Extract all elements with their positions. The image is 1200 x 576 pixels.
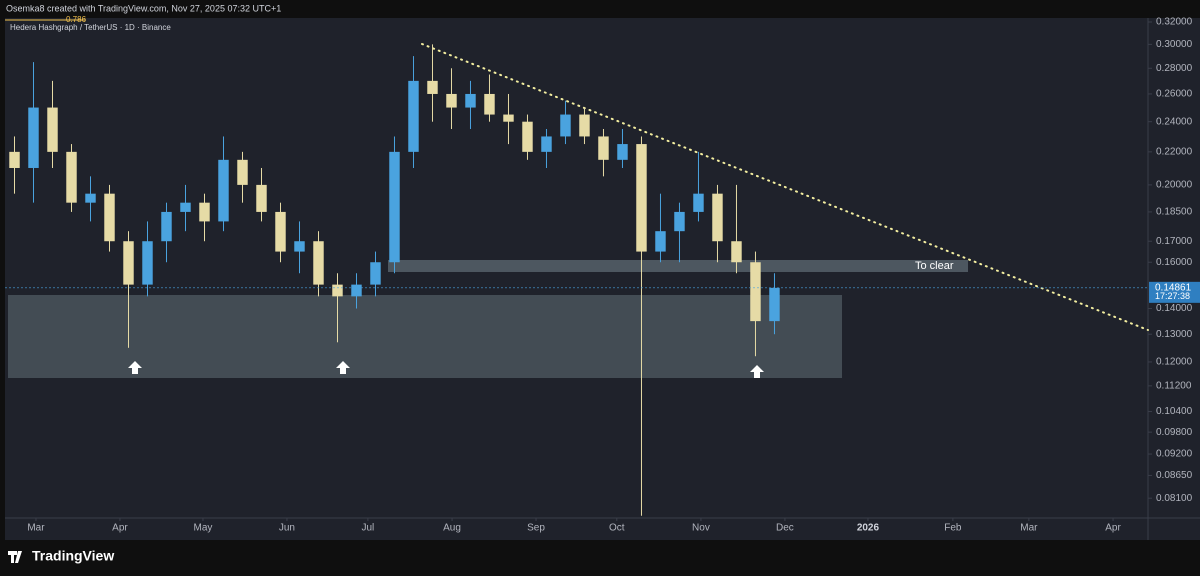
candle-body [598,136,609,160]
candle-body [294,241,305,252]
y-tick-label: 0.12000 [1156,357,1193,368]
candle-body [351,284,362,297]
price-badge [1149,281,1200,303]
x-tick-label: Apr [112,523,128,534]
candle-body [28,107,39,168]
candle-body [47,107,58,152]
y-tick-label: 0.13000 [1156,329,1193,340]
candle-body [180,202,191,212]
candle-body [389,151,400,263]
candle-body [484,93,495,115]
candle-body [693,193,704,212]
zone-label: To clear [915,260,954,272]
candle-body [503,114,514,122]
y-tick-label: 0.08650 [1156,470,1193,481]
y-tick-label: 0.09200 [1156,449,1193,460]
x-tick-label: Apr [1105,523,1121,534]
candle-body [142,241,153,285]
y-tick-label: 0.09800 [1156,427,1193,438]
x-tick-label: 2026 [857,523,880,534]
y-tick-label: 0.28000 [1156,63,1193,74]
y-tick-label: 0.30000 [1156,39,1193,50]
y-tick-label: 0.10400 [1156,406,1193,417]
y-tick-label: 0.14000 [1156,303,1193,314]
candle-body [85,193,96,203]
candle-body [408,80,419,152]
x-tick-label: Sep [527,523,545,534]
candle-body [427,80,438,94]
candle-body [769,287,780,322]
symbol-title: Hedera Hashgraph / TetherUS · 1D · Binan… [10,23,171,32]
candle-body [750,262,761,322]
y-tick-label: 0.22000 [1156,146,1193,157]
header: Osemka8 created with TradingView.com, No… [6,3,281,13]
x-tick-label: Jul [361,523,374,534]
y-tick-label: 0.26000 [1156,89,1193,100]
candle-body [674,211,685,232]
arrow [336,361,350,374]
candle-body [712,193,723,242]
y-tick-label: 0.18500 [1156,207,1193,218]
arrow [128,361,142,374]
candle-body [541,136,552,152]
arrow [750,365,764,378]
x-tick-label: Aug [443,523,461,534]
candle-body [522,121,533,152]
y-tick-label: 0.11200 [1156,381,1192,392]
x-tick-label: Jun [279,523,295,534]
x-tick-label: Feb [944,523,962,534]
x-tick-label: Oct [609,523,625,534]
candle-body [66,151,77,203]
countdown: 17:27:38 [1155,291,1190,301]
logo: TradingView [8,548,114,564]
y-tick-label: 0.24000 [1156,116,1193,127]
time-axis [5,518,1200,540]
candle-body [332,284,343,297]
candle-body [237,159,248,185]
candle-body [161,211,172,242]
candle-body [370,262,381,285]
y-tick-label: 0.16000 [1156,257,1193,268]
candle-body [636,144,647,252]
candle-body [104,193,115,242]
candle-body [218,159,229,222]
support-zone [8,295,842,378]
y-tick-label: 0.32000 [1156,17,1193,28]
y-tick-label: 0.08100 [1156,493,1193,504]
candle-body [465,93,476,108]
arrows [128,361,764,378]
candle-body [199,202,210,222]
price-axis [1148,18,1200,518]
trend-line [421,43,1149,331]
candle-body [313,241,324,285]
candle-body [9,151,20,168]
candle-body [655,231,666,252]
x-tick-label: Mar [1020,523,1038,534]
x-tick-label: Nov [692,523,710,534]
candle-body [275,211,286,252]
candle-body [446,93,457,108]
resistance-zone [388,260,968,272]
y-tick-label: 0.17000 [1156,236,1193,247]
logo-icon [8,551,22,563]
candle-body [617,144,628,160]
x-tick-label: May [194,523,213,534]
y-tick-label: 0.20000 [1156,180,1193,191]
candle-body [560,114,571,137]
brand: TradingView [32,548,114,564]
candle-body [256,184,267,212]
last-price-label: 0.14861 [1155,282,1192,293]
x-tick-label: Dec [776,523,794,534]
candle-body [579,114,590,137]
fib-label: 0.786 [66,15,87,24]
candle-body [731,241,742,263]
x-tick-label: Mar [27,523,45,534]
candle-body [123,241,134,285]
